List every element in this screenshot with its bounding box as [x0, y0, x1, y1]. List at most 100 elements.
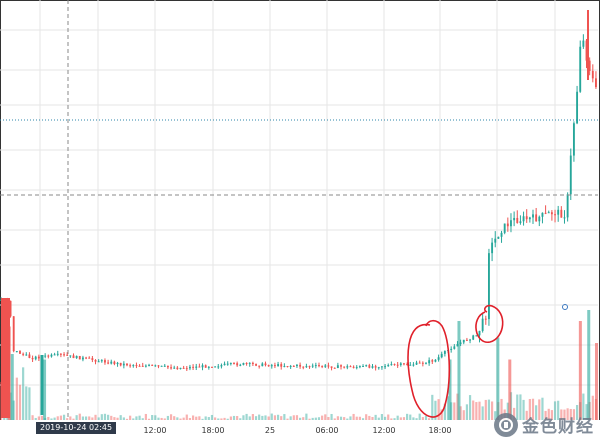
volume-bar — [97, 417, 100, 420]
candle-body — [406, 363, 409, 365]
candle-body — [557, 209, 560, 215]
candle-body — [450, 348, 453, 350]
candle-body — [440, 353, 443, 358]
candle-body — [393, 364, 396, 366]
volume-bar — [365, 414, 368, 420]
volume-bar — [538, 399, 541, 420]
candle-body — [119, 362, 122, 366]
candle-body — [437, 357, 440, 360]
volume-bar — [292, 415, 295, 420]
candle-body — [264, 363, 267, 366]
x-tick-label: 12:00 — [143, 426, 166, 435]
candle-body — [28, 354, 31, 358]
x-tick-label: 18:00 — [428, 426, 451, 435]
candle-body — [443, 351, 446, 354]
candle-body — [141, 365, 144, 367]
candle-body — [425, 363, 427, 365]
candle-body — [462, 339, 465, 343]
volume-bar — [484, 399, 487, 420]
volume-bar — [286, 418, 289, 420]
volume-bar — [541, 397, 544, 420]
candle-body — [362, 366, 364, 368]
candle-body — [12, 316, 15, 352]
volume-bar — [421, 417, 424, 420]
candle-body — [484, 318, 487, 320]
candle-body — [566, 194, 569, 218]
candle-body — [22, 353, 25, 355]
x-axis-bg — [0, 420, 600, 442]
volume-bar — [371, 417, 374, 420]
volume-bar — [465, 404, 469, 420]
volume-bar — [472, 400, 475, 420]
volume-bar — [154, 415, 157, 420]
volume-layer — [0, 310, 599, 420]
volume-bar — [69, 416, 72, 420]
volume-spike — [508, 359, 512, 420]
volume-bar — [437, 399, 440, 420]
candle-body — [270, 365, 273, 367]
candle-body — [374, 366, 377, 368]
x-tick-label: 18:00 — [201, 426, 224, 435]
volume-bar — [15, 377, 18, 420]
candle-body — [220, 365, 223, 367]
volume-bar — [547, 408, 550, 420]
candle-body — [129, 365, 132, 367]
candle-body — [358, 366, 361, 368]
volume-bar — [349, 416, 352, 420]
candle-body — [554, 214, 556, 216]
volume-spike — [448, 359, 452, 420]
candle-body — [396, 364, 399, 366]
volume-bar — [176, 417, 179, 420]
crosshair-time-badge: 2019-10-24 02:45 — [36, 422, 117, 434]
volume-bar — [163, 418, 166, 420]
candle-body — [403, 363, 405, 365]
volume-bar — [563, 409, 566, 420]
volume-bar — [258, 414, 261, 420]
volume-bar — [519, 394, 522, 420]
annotation-circle-small — [475, 304, 504, 343]
x-tick-label: 12:00 — [372, 426, 395, 435]
candle-body — [302, 366, 305, 368]
candles-layer — [0, 10, 597, 418]
volume-bar — [324, 414, 327, 420]
volume-bar — [254, 416, 258, 420]
candle-body — [500, 232, 503, 237]
volume-bar — [387, 414, 390, 420]
volume-spike — [10, 354, 14, 420]
candle-body — [387, 365, 390, 367]
volume-bar — [185, 414, 188, 420]
candle-body — [273, 365, 276, 367]
volume-bar — [305, 413, 308, 420]
volume-bar — [125, 418, 129, 420]
candle-body — [85, 357, 88, 359]
volume-bar — [119, 415, 122, 420]
candle-body — [157, 365, 160, 367]
volume-bar — [374, 414, 377, 420]
jinse-logo-icon — [494, 412, 518, 437]
volume-bar — [264, 415, 267, 420]
volume-bar — [396, 415, 399, 420]
volume-bar — [62, 414, 66, 420]
volume-bar — [59, 415, 62, 420]
candle-body — [478, 330, 481, 336]
candle-body — [201, 365, 204, 368]
candle-body — [15, 351, 18, 353]
volume-bar — [81, 416, 85, 420]
volume-bar — [204, 416, 207, 420]
volume-bar — [276, 414, 280, 420]
volume-bar — [531, 398, 535, 420]
volume-bar — [78, 413, 81, 420]
candle-body — [195, 366, 198, 368]
candle-body — [585, 40, 588, 61]
candle-body — [475, 335, 478, 337]
volume-bar — [157, 417, 160, 420]
candle-body — [56, 353, 59, 355]
volume-bar — [361, 418, 365, 420]
volume-bar — [409, 414, 412, 420]
volume-bar — [37, 416, 40, 420]
volume-bar — [129, 415, 132, 420]
volume-bar — [236, 416, 239, 420]
candle-body — [513, 217, 516, 221]
